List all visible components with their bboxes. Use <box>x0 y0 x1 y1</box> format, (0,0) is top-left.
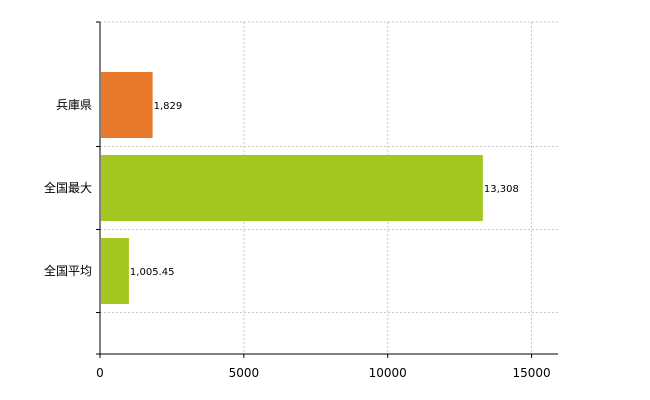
x-tick-label-2: 5000 <box>229 366 260 380</box>
data-labels: 1,829 13,308 1,005.45 <box>130 101 519 278</box>
x-tick-labels: 0 5000 10000 15000 <box>96 366 550 380</box>
x-tick-label-3: 10000 <box>369 366 407 380</box>
data-label-2: 13,308 <box>484 184 519 195</box>
bar-2 <box>101 155 483 221</box>
bar-1 <box>101 72 153 138</box>
data-label-1: 1,829 <box>154 101 183 112</box>
bars <box>101 72 483 304</box>
category-label-1: 兵庫県 <box>56 98 92 112</box>
x-tick-label-1: 0 <box>96 366 104 380</box>
data-label-3: 1,005.45 <box>130 267 175 278</box>
axes <box>96 21 558 358</box>
category-label-3: 全国平均 <box>44 263 92 278</box>
grid-lines <box>100 21 558 354</box>
category-label-2: 全国最大 <box>44 180 92 195</box>
bar-3 <box>101 238 129 304</box>
x-tick-label-4: 15000 <box>512 366 550 380</box>
